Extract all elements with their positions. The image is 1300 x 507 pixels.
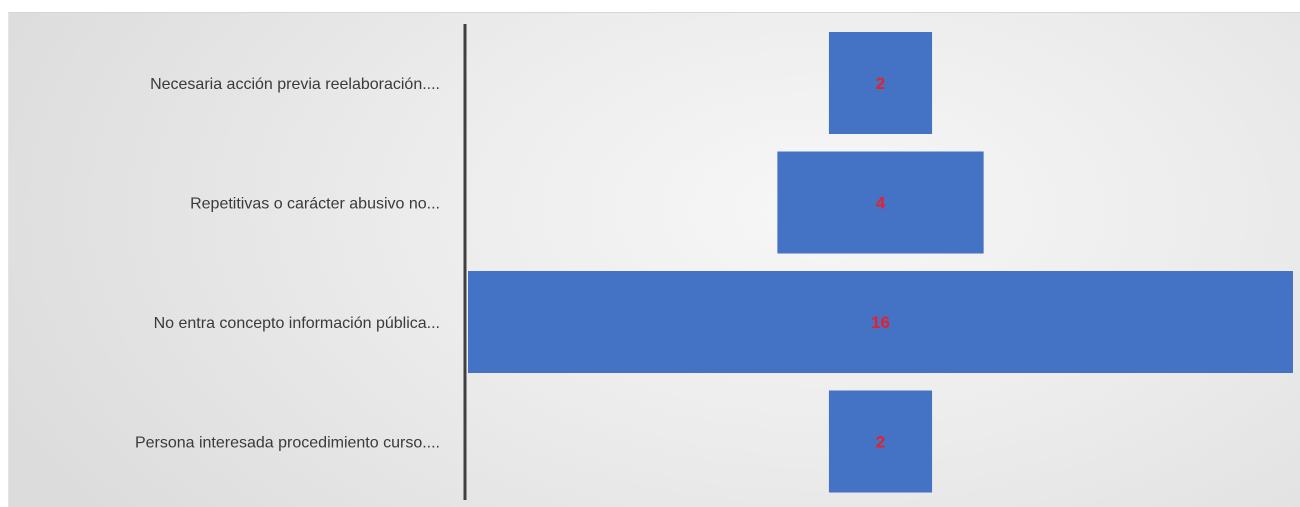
bar-value-label: 16 (871, 313, 890, 332)
category-label: Necesaria acción previa reelaboración...… (150, 76, 440, 93)
bar-value-label: 4 (876, 194, 886, 213)
bar (828, 32, 933, 134)
category-label: Repetitivas o carácter abusivo no... (190, 196, 440, 213)
bar-value-label: 2 (876, 433, 885, 452)
bars-group: 2 4 16 2 (468, 32, 1293, 493)
chart-area (8, 12, 1300, 507)
category-label: Persona interesada procedimiento curso..… (135, 435, 440, 452)
category-labels-group: Necesaria acción previa reelaboración...… (135, 76, 440, 452)
bar (777, 151, 984, 254)
bar (468, 271, 1293, 373)
category-label: No entra concepto información pública... (154, 315, 440, 332)
bar (828, 390, 933, 493)
bar-value-label: 2 (876, 74, 885, 93)
